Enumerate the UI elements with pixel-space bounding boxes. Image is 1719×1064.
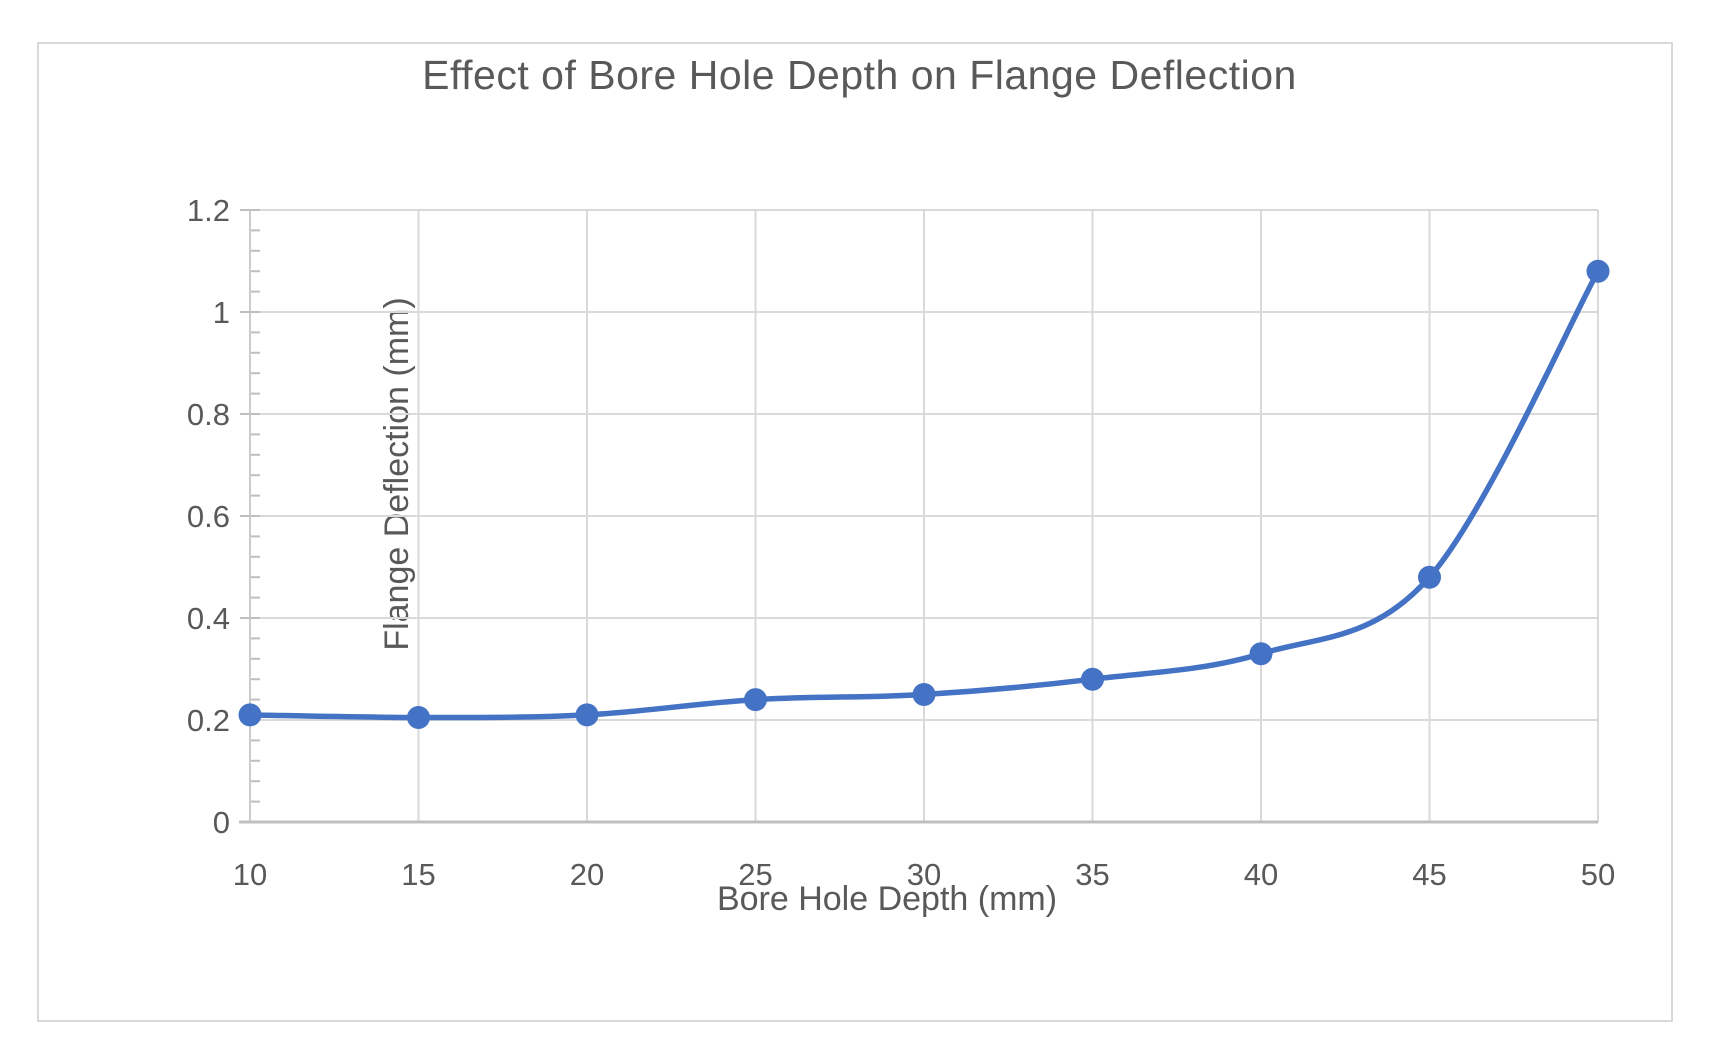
x-tick-label: 45 bbox=[1412, 857, 1446, 892]
x-tick-label: 20 bbox=[570, 857, 604, 892]
x-tick-label: 35 bbox=[1075, 857, 1109, 892]
y-tick-label: 0.6 bbox=[187, 499, 230, 534]
y-tick-label: 0.8 bbox=[187, 397, 230, 432]
data-point-marker bbox=[912, 683, 936, 706]
x-axis-title: Bore Hole Depth (mm) bbox=[716, 880, 1058, 918]
x-tick-label: 15 bbox=[401, 857, 435, 892]
y-tick-label: 1.2 bbox=[187, 193, 230, 228]
data-point-marker bbox=[1081, 667, 1104, 691]
y-tick-label: 0.4 bbox=[187, 601, 230, 636]
data-point-marker bbox=[1418, 565, 1441, 589]
x-tick-label: 40 bbox=[1244, 857, 1278, 892]
y-tick-label: 0 bbox=[213, 805, 230, 840]
y-tick-label: 1 bbox=[213, 295, 230, 330]
chart-title: Effect of Bore Hole Depth on Flange Defl… bbox=[422, 52, 1297, 98]
data-point-marker bbox=[575, 703, 599, 727]
data-point-marker bbox=[744, 688, 767, 712]
x-tick-label: 25 bbox=[738, 857, 772, 892]
chart-frame bbox=[37, 42, 1673, 1022]
data-point-marker bbox=[407, 705, 430, 729]
data-point-marker bbox=[238, 703, 262, 727]
x-tick-label: 30 bbox=[907, 857, 941, 892]
data-point-marker bbox=[1586, 259, 1610, 283]
y-tick-label: 0.2 bbox=[187, 703, 230, 738]
x-tick-label: 50 bbox=[1581, 857, 1615, 892]
x-tick-label: 10 bbox=[233, 857, 267, 892]
data-point-marker bbox=[1249, 642, 1273, 666]
